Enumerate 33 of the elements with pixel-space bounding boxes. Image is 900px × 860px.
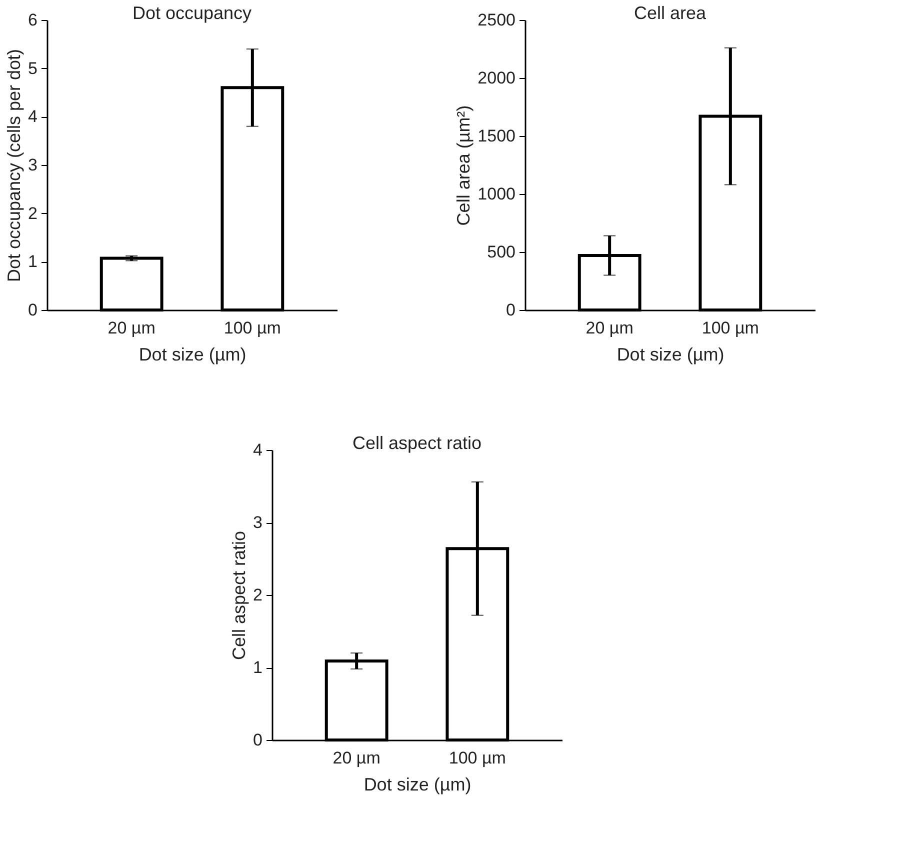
y-axis-title: Dot occupancy (cells per dot) [4, 48, 24, 282]
y-tick-label: 0 [28, 300, 38, 320]
y-tick-label: 3 [253, 513, 262, 532]
y-tick-label: 2500 [478, 10, 516, 30]
chart-title: Dot occupancy [132, 3, 252, 23]
x-tick-label: 100 µm [702, 318, 759, 338]
y-tick-label: 1 [28, 252, 38, 272]
y-tick-label: 2000 [478, 68, 516, 88]
y-tick-label: 0 [253, 730, 262, 750]
y-tick-label: 4 [28, 107, 38, 126]
y-tick-label: 2 [253, 586, 262, 604]
x-tick-label: 20 µm [586, 318, 634, 338]
chart-title: Cell aspect ratio [352, 433, 482, 453]
y-axis-title: Cell aspect ratio [229, 530, 250, 660]
y-tick-label: 2 [28, 204, 38, 223]
x-axis-title: Dot size (µm) [616, 344, 724, 364]
y-tick-label: 1000 [478, 184, 516, 204]
y-tick-label: 4 [253, 440, 262, 460]
y-tick-label: 500 [487, 242, 516, 262]
y-tick-label: 5 [28, 58, 38, 78]
y-tick-label: 0 [506, 300, 516, 320]
y-tick-label: 1500 [478, 126, 516, 146]
y-tick-label: 1 [253, 658, 262, 677]
y-tick-label: 6 [28, 10, 38, 30]
x-tick-label: 20 µm [332, 748, 380, 768]
x-tick-label: 20 µm [108, 318, 156, 338]
y-tick-label: 3 [28, 156, 38, 174]
x-tick-label: 100 µm [224, 318, 281, 338]
x-axis-title: Dot size (µm) [364, 774, 472, 794]
x-axis-title: Dot size (µm) [138, 344, 246, 364]
x-tick-label: 100 µm [448, 748, 506, 768]
y-axis-title: Cell area (µm²) [454, 105, 474, 226]
chart-title: Cell area [634, 3, 707, 23]
